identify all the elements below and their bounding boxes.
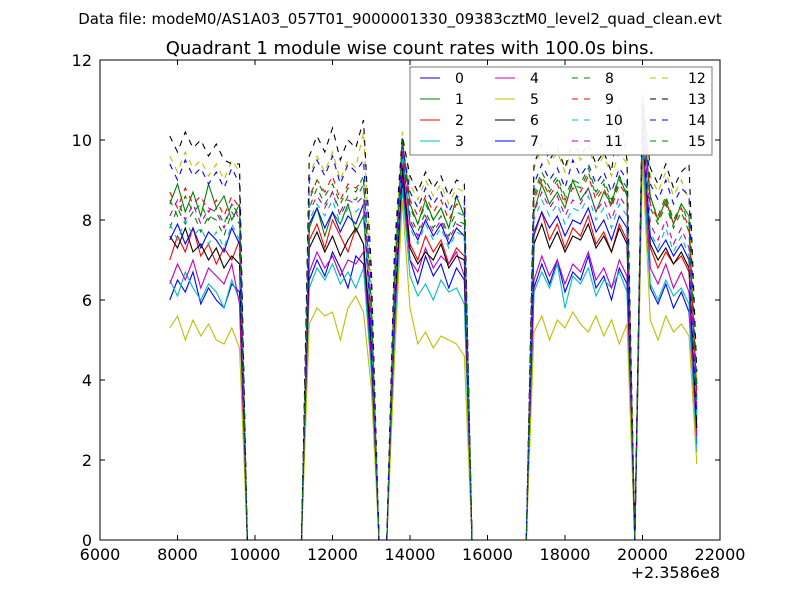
series-line-0 bbox=[169, 147, 698, 540]
y-tick-label: 0 bbox=[82, 531, 92, 550]
series-line-4 bbox=[169, 131, 698, 540]
axes: 6000 8000 10000 12000 14000 16000 18000 20000 22… bbox=[72, 51, 746, 564]
series-line-14 bbox=[169, 103, 698, 540]
legend-label-7: 7 bbox=[530, 134, 539, 150]
y-tick-label: 6 bbox=[82, 291, 92, 310]
series-line-7 bbox=[169, 115, 698, 540]
y-tick-label: 10 bbox=[72, 131, 92, 150]
legend-label-2: 2 bbox=[455, 113, 464, 129]
y-tick-label: 4 bbox=[82, 371, 92, 390]
legend-label-4: 4 bbox=[530, 71, 539, 87]
series-line-2 bbox=[169, 119, 698, 540]
x-tick-label: 14000 bbox=[385, 545, 436, 564]
series-line-13 bbox=[169, 95, 698, 540]
plot-frame bbox=[99, 59, 721, 541]
series-line-15 bbox=[169, 107, 698, 540]
legend-label-11: 11 bbox=[605, 134, 623, 150]
legend-label-1: 1 bbox=[455, 92, 464, 108]
series-line-6 bbox=[169, 123, 698, 540]
y-tick-label: 2 bbox=[82, 451, 92, 470]
y-tick-label: 8 bbox=[82, 211, 92, 230]
series-layer bbox=[169, 91, 698, 540]
x-tick-label: 18000 bbox=[540, 545, 591, 564]
legend-label-10: 10 bbox=[605, 113, 623, 129]
x-tick-label: 12000 bbox=[307, 545, 358, 564]
x-tick-label: 20000 bbox=[617, 545, 668, 564]
legend-label-6: 6 bbox=[530, 113, 539, 129]
series-line-9 bbox=[169, 103, 698, 540]
legend-label-12: 12 bbox=[688, 71, 706, 87]
figure-suptitle: Data file: modeM0/AS1A03_057T01_90000013… bbox=[78, 10, 722, 29]
x-tick-label: 10000 bbox=[230, 545, 281, 564]
legend-label-14: 14 bbox=[688, 113, 706, 129]
y-tick-label: 12 bbox=[72, 51, 92, 70]
series-line-12 bbox=[169, 91, 698, 540]
series-line-3 bbox=[169, 143, 698, 540]
series-line-5 bbox=[169, 159, 698, 540]
legend-label-8: 8 bbox=[605, 71, 614, 87]
legend-label-9: 9 bbox=[605, 92, 614, 108]
series-line-11 bbox=[169, 111, 698, 540]
chart-title: Quadrant 1 module wise count rates with … bbox=[166, 38, 655, 59]
legend-label-0: 0 bbox=[455, 71, 464, 87]
legend-label-13: 13 bbox=[688, 92, 706, 108]
series-line-8 bbox=[169, 99, 698, 540]
legend-box bbox=[409, 66, 713, 156]
x-tick-label: 16000 bbox=[462, 545, 513, 564]
legend-label-3: 3 bbox=[455, 134, 464, 150]
x-tick-label: 6000 bbox=[80, 545, 121, 564]
x-tick-label: 22000 bbox=[695, 545, 746, 564]
x-offset-text: +2.3586e8 bbox=[631, 563, 720, 582]
x-tick-label: 8000 bbox=[157, 545, 198, 564]
legend-label-15: 15 bbox=[688, 134, 706, 150]
legend-label-5: 5 bbox=[530, 92, 539, 108]
